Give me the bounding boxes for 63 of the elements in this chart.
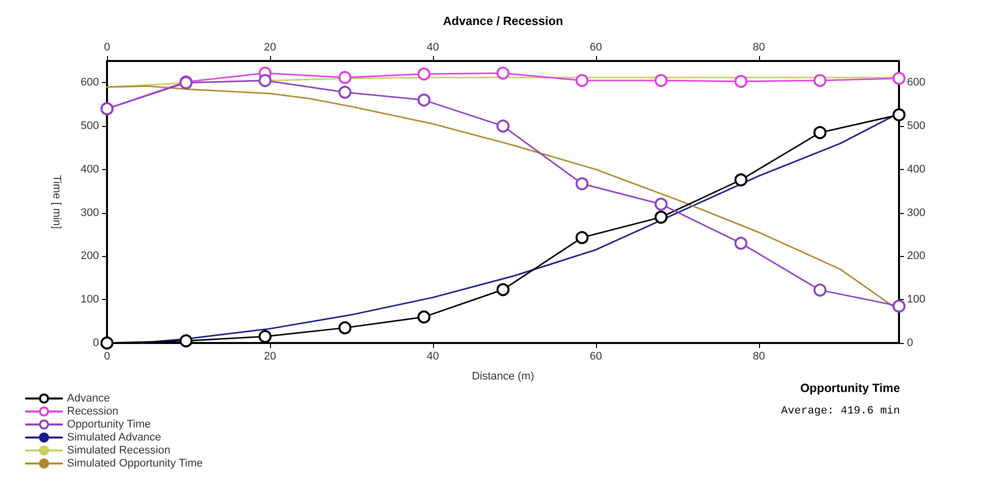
point bbox=[654, 198, 668, 211]
point bbox=[576, 231, 589, 244]
point bbox=[417, 68, 430, 81]
point bbox=[892, 72, 906, 85]
point bbox=[576, 74, 589, 88]
point bbox=[892, 108, 906, 122]
point bbox=[338, 321, 352, 334]
y-tick-label: 200 bbox=[80, 250, 99, 262]
legend-label: Simulated Opportunity Time bbox=[67, 458, 203, 470]
y2-tick-label: 200 bbox=[907, 250, 926, 262]
legend-label: Advance bbox=[67, 392, 110, 404]
text: Opportunity Time bbox=[800, 381, 900, 395]
y-tick-label: 500 bbox=[80, 120, 99, 132]
point bbox=[892, 300, 906, 313]
x-tick-label: 40 bbox=[426, 350, 440, 362]
point bbox=[813, 126, 826, 140]
point bbox=[734, 173, 748, 186]
point bbox=[258, 74, 272, 88]
text: Average: 419.6 min bbox=[781, 406, 900, 418]
point bbox=[338, 70, 352, 84]
x-tick-label: 20 bbox=[264, 350, 276, 362]
y2-tick-label: 500 bbox=[907, 120, 926, 132]
y-tick-label: 600 bbox=[80, 76, 99, 89]
y2-tick-label: 600 bbox=[907, 76, 926, 89]
y2-tick-label: 400 bbox=[907, 163, 926, 176]
x2-tick-label: 60 bbox=[590, 42, 602, 54]
point bbox=[338, 86, 352, 99]
point bbox=[734, 236, 748, 250]
legend-label: Opportunity Time bbox=[67, 418, 151, 430]
x-tick-label: 80 bbox=[752, 350, 765, 362]
y2-tick-label: 100 bbox=[907, 294, 926, 306]
point bbox=[496, 66, 510, 80]
point bbox=[654, 210, 668, 224]
point bbox=[576, 177, 589, 190]
point bbox=[813, 74, 826, 88]
point bbox=[417, 94, 430, 107]
y-tick-label: 100 bbox=[80, 294, 99, 306]
y-tick-label: 300 bbox=[80, 206, 99, 219]
legend-label: Recession bbox=[67, 406, 118, 418]
point bbox=[813, 284, 826, 297]
point bbox=[654, 74, 668, 88]
x2-tick-label: 40 bbox=[426, 42, 440, 54]
chart-title: Advance / Recession bbox=[442, 14, 564, 28]
y2-tick-label: 300 bbox=[907, 206, 926, 219]
point bbox=[734, 74, 748, 88]
legend-label: Simulated Recession bbox=[67, 444, 170, 456]
x2-tick-label: 80 bbox=[752, 42, 765, 54]
legend-label: Simulated Advance bbox=[67, 432, 162, 444]
point bbox=[417, 310, 430, 324]
y-axis-title: Time [ min] bbox=[50, 175, 62, 229]
point bbox=[496, 283, 510, 296]
point bbox=[258, 330, 272, 343]
point bbox=[180, 334, 193, 348]
x-tick-label: 0 bbox=[104, 350, 110, 362]
point bbox=[100, 336, 114, 350]
y-tick-label: 400 bbox=[80, 163, 99, 176]
y-tick-label: 0 bbox=[92, 337, 99, 349]
x2-tick-label: 0 bbox=[104, 42, 110, 54]
y2-tick-label: 0 bbox=[907, 337, 914, 349]
x-tick-label: 60 bbox=[590, 350, 602, 362]
x2-tick-label: 20 bbox=[264, 42, 276, 54]
x-axis-title: Distance (m) bbox=[472, 370, 534, 382]
point bbox=[496, 120, 510, 133]
